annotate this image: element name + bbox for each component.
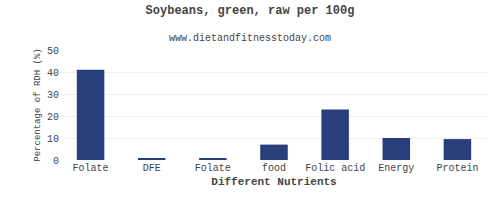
svg-text:DFE: DFE xyxy=(143,163,161,174)
svg-text:Percentage of RDH (%): Percentage of RDH (%) xyxy=(33,48,43,161)
svg-text:50: 50 xyxy=(47,46,59,57)
svg-text:30: 30 xyxy=(47,90,59,101)
svg-text:20: 20 xyxy=(47,112,59,123)
svg-text:Folate: Folate xyxy=(195,163,231,174)
svg-text:10: 10 xyxy=(47,134,59,145)
svg-text:Folate: Folate xyxy=(73,163,109,174)
svg-text:0: 0 xyxy=(53,156,59,167)
svg-text:Protein: Protein xyxy=(436,163,478,174)
svg-text:Energy: Energy xyxy=(378,163,414,174)
svg-text:Soybeans, green, raw per 100g: Soybeans, green, raw per 100g xyxy=(146,4,355,18)
svg-text:Folic acid: Folic acid xyxy=(305,163,365,174)
svg-text:food: food xyxy=(262,163,286,174)
svg-text:www.dietandfitnesstoday.com: www.dietandfitnesstoday.com xyxy=(169,33,331,44)
svg-text:40: 40 xyxy=(47,68,59,79)
svg-text:Different Nutrients: Different Nutrients xyxy=(211,176,336,188)
